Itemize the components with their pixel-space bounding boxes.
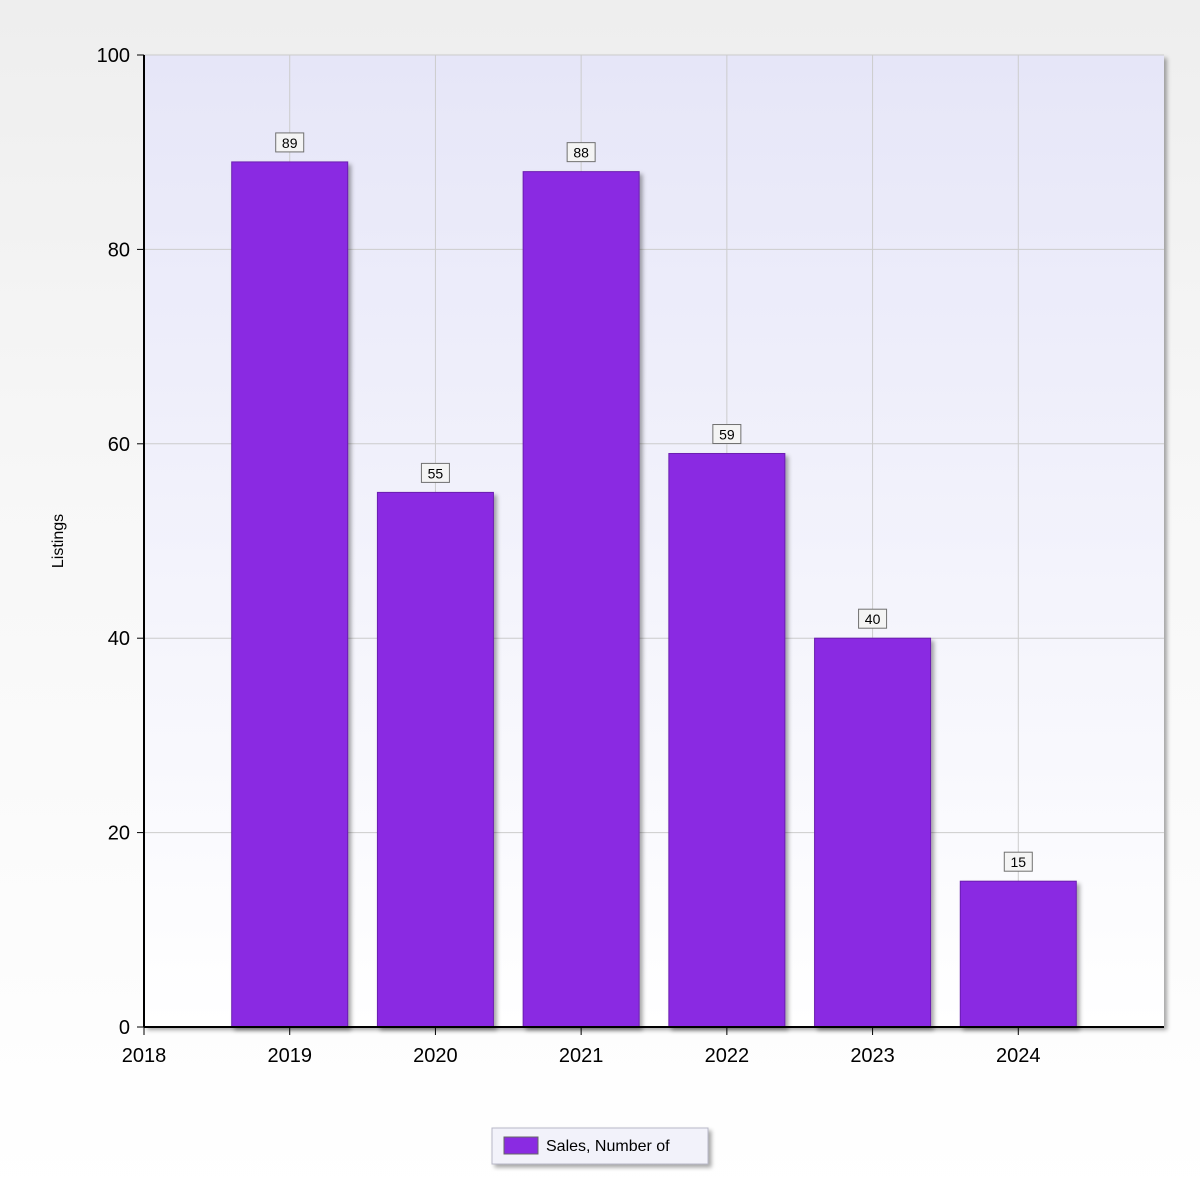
data-label-box <box>858 608 888 629</box>
y-tick-label: 60 <box>108 434 130 456</box>
bar-2024 <box>959 880 1077 1028</box>
data-label: 15 <box>1003 851 1033 872</box>
x-tick-labels: 2018 2019 2020 2021 2022 2023 2024 <box>122 1045 1041 1067</box>
data-label: 88 <box>566 142 596 163</box>
bar-2023 <box>814 637 932 1028</box>
legend-label: Sales, Number of <box>546 1138 670 1155</box>
data-label: 89 <box>275 132 305 153</box>
data-label: 40 <box>858 608 888 629</box>
data-label-text: 40 <box>865 611 881 627</box>
bar-2019 <box>231 161 349 1028</box>
data-label: 55 <box>420 462 450 483</box>
data-label-box <box>420 462 450 483</box>
x-tick-label: 2024 <box>996 1045 1041 1067</box>
data-label-box <box>1003 851 1033 872</box>
y-tick-label: 100 <box>97 45 130 67</box>
data-label-box <box>566 142 596 163</box>
x-tick-label: 2018 <box>122 1045 167 1067</box>
data-label-box <box>712 424 742 445</box>
data-label-text: 89 <box>282 135 298 151</box>
x-tick-label: 2019 <box>267 1045 312 1067</box>
y-axis-title: Listings <box>50 514 67 568</box>
x-tick-label: 2023 <box>850 1045 895 1067</box>
data-labels: 89 55 88 59 40 15 <box>275 132 1033 872</box>
bar-2022 <box>668 453 786 1028</box>
y-tick-label: 40 <box>108 628 130 650</box>
data-label-text: 88 <box>573 145 589 161</box>
data-label-box <box>275 132 305 153</box>
legend-swatch <box>503 1136 539 1155</box>
bar-2020 <box>376 491 494 1028</box>
x-tick-label: 2021 <box>559 1045 604 1067</box>
x-tick-label: 2020 <box>413 1045 458 1067</box>
data-label-text: 55 <box>428 465 444 481</box>
data-label: 59 <box>712 424 742 445</box>
bars <box>231 161 1077 1028</box>
data-label-text: 59 <box>719 427 735 443</box>
y-tick-label: 20 <box>108 823 130 845</box>
y-tick-label: 0 <box>119 1017 130 1039</box>
bar-2021 <box>522 171 640 1028</box>
data-label-text: 15 <box>1010 854 1026 870</box>
axes <box>137 54 1164 1035</box>
legend: Sales, Number of <box>491 1127 709 1165</box>
y-tick-labels: 0 20 40 60 80 100 <box>97 45 130 1039</box>
x-tick-label: 2022 <box>705 1045 750 1067</box>
y-tick-label: 80 <box>108 239 130 261</box>
